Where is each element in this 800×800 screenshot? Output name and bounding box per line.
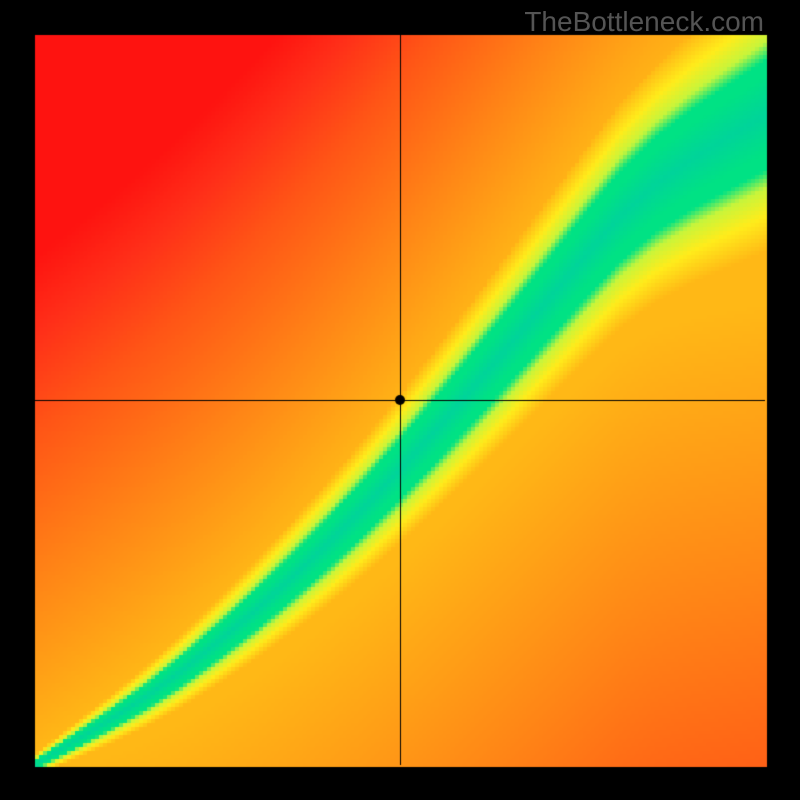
heatmap-canvas: [0, 0, 800, 800]
chart-container: TheBottleneck.com: [0, 0, 800, 800]
watermark-label: TheBottleneck.com: [524, 6, 764, 38]
